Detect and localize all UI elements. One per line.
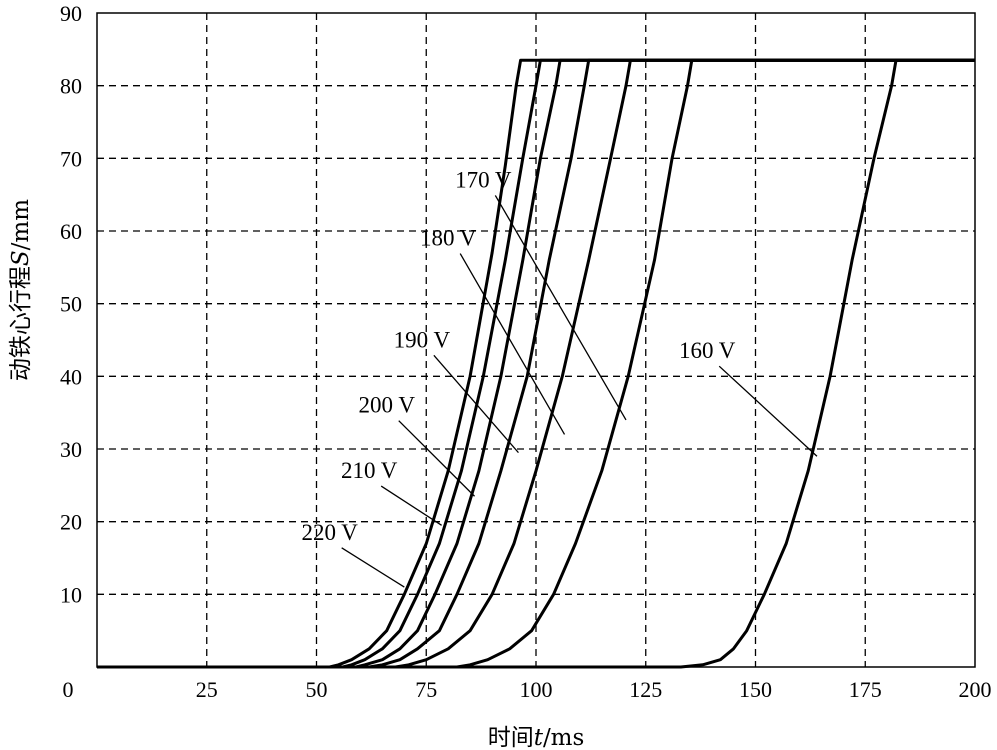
series-line-170v [97,58,975,669]
leader-line-160v [718,365,818,457]
x-tick-label-200: 200 [959,677,992,702]
series-line-160v [97,58,975,669]
leader-line-190v [433,354,519,454]
label-leader-lines [341,195,818,588]
leader-line-200v [398,420,475,497]
y-tick-label-40: 40 [60,364,82,389]
series-label-210v: 210 V [341,458,398,483]
series-label-160v: 160 V [679,338,736,363]
y-tick-label-20: 20 [60,510,82,535]
x-axis-title: 时间t/ms [488,725,585,750]
x-tick-label-50: 50 [306,677,328,702]
leader-line-180v [459,253,566,435]
series-line-210v [97,58,975,669]
series-line-220v [97,58,975,669]
plot-frame [96,12,976,668]
leader-line-210v [380,485,442,526]
series-curves [97,58,975,669]
series-label-200v: 200 V [359,393,416,418]
series-label-170v: 170 V [455,167,512,192]
y-tick-label-60: 60 [60,219,82,244]
y-axis-title: 动铁心行程S/mm [8,199,34,381]
y-tick-label-80: 80 [60,74,82,99]
leader-line-220v [341,547,405,588]
series-line-200v [97,58,975,669]
x-tick-label-150: 150 [739,677,772,702]
origin-tick-label: 0 [63,677,74,702]
x-tick-labels: 25 50 75 100 125 150 175 200 [196,677,992,702]
y-tick-labels: 10 20 30 40 50 60 70 80 90 [60,1,82,607]
x-tick-label-25: 25 [196,677,218,702]
series-line-180v [97,58,975,669]
x-tick-label-125: 125 [629,677,662,702]
grid-lines [97,13,975,667]
series-label-190v: 190 V [394,327,451,352]
leader-line-170v [494,195,627,421]
series-label-220v: 220 V [301,520,358,545]
x-tick-label-175: 175 [849,677,882,702]
y-tick-label-70: 70 [60,146,82,171]
series-labels: 220 V 210 V 200 V 190 V 180 V 170 V 160 V [301,167,735,544]
series-line-190v [97,58,975,669]
x-tick-label-100: 100 [520,677,553,702]
y-tick-label-10: 10 [60,582,82,607]
series-label-180v: 180 V [420,226,477,251]
y-tick-label-30: 30 [60,437,82,462]
y-tick-label-90: 90 [60,1,82,26]
x-tick-label-75: 75 [415,677,437,702]
y-tick-label-50: 50 [60,292,82,317]
